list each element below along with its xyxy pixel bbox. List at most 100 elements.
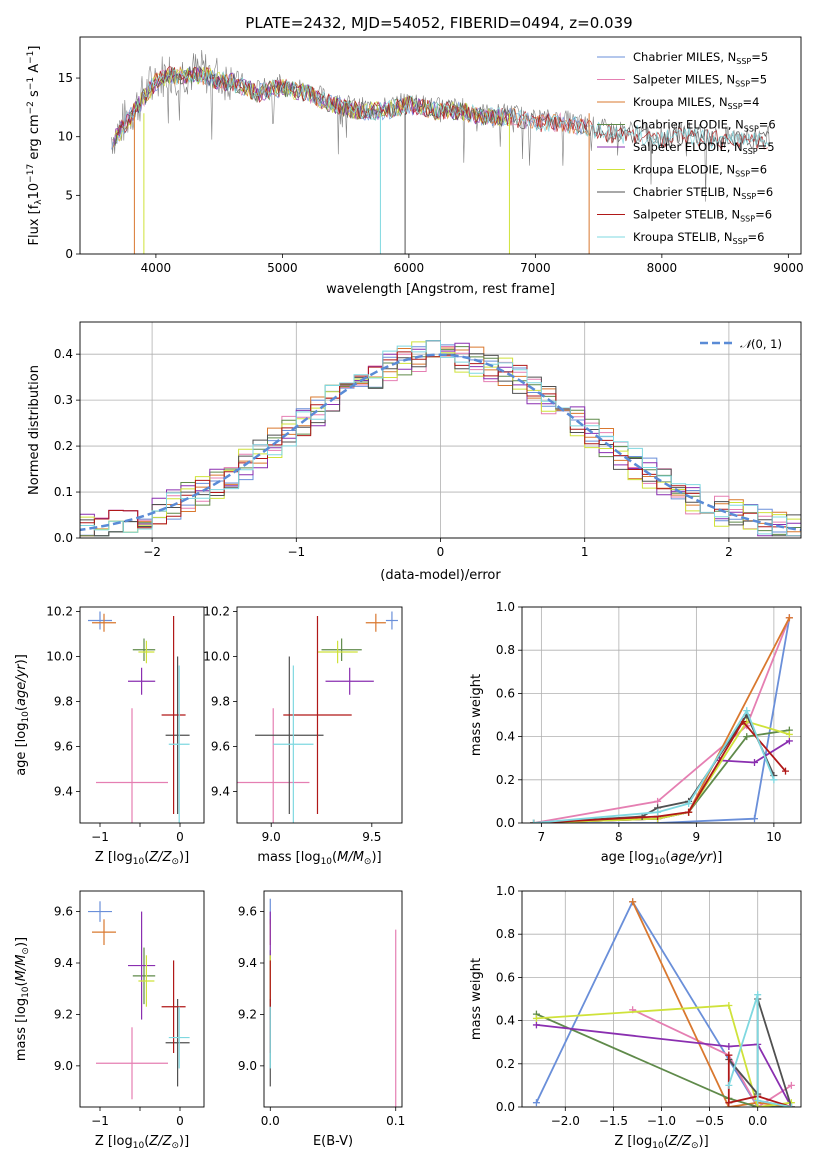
- weight-marker: [532, 1014, 540, 1022]
- weight_vs_Z-xtick-label: −2.0: [551, 1114, 580, 1128]
- residuals-xtick-label: −1: [287, 545, 305, 559]
- mass_vs_ebv-panel: 0.0 0.1 9.0 9.2 9.4 9.6 E(B-V): [238, 890, 405, 1149]
- weight_vs_age-ytick-label: 1.0: [496, 600, 515, 614]
- legend-label: Kroupa MILES, NSSP=4: [633, 95, 759, 111]
- age_vs_mass-xlabel: mass [log10(M/M⊙)]: [257, 850, 381, 867]
- spectrum-ylabel: Flux [fλ10−17 erg cm−2 s−1 A−1]: [26, 46, 44, 246]
- mass_vs_ebv-plot-area: [269, 898, 397, 1107]
- residuals-ytick-label: 0.1: [54, 485, 73, 499]
- age_vs_mass-panel: 9.0 9.5 9.4 9.6 9.8 10.0 10.2 mass [log10(M/M⊙)…: [203, 605, 403, 867]
- spectrum-model-line: [112, 66, 588, 148]
- weight_vs_Z-plot-area: [532, 898, 795, 1107]
- weight_vs_age-frame: [521, 606, 802, 824]
- mass_vs_ebv-xtick-label: 0.0: [261, 1114, 280, 1128]
- weight-marker: [725, 1043, 733, 1051]
- weight_vs_Z-ytick-label: 0.8: [496, 927, 515, 941]
- legend-label: Kroupa STELIB, NSSP=6: [633, 230, 764, 246]
- spectrum-model-line: [116, 68, 769, 149]
- residuals-ytick-label: 0.2: [54, 439, 73, 453]
- age_vs_Z-ytick-label: 9.4: [54, 785, 73, 799]
- weight_vs_Z-ytick-label: 0.2: [496, 1057, 515, 1071]
- mass_vs_Z-ytick-label: 9.0: [54, 1059, 73, 1073]
- mass_vs_Z-frame: [79, 890, 205, 1108]
- residuals-xtick-label: 2: [725, 545, 733, 559]
- weight_vs_age-xtick-label: 10: [766, 830, 781, 844]
- age_vs_mass-plot-area: [237, 611, 398, 823]
- weight_vs_Z-ylabel: mass weight: [469, 958, 484, 1040]
- residuals-plot-area: [80, 340, 801, 537]
- weight_vs_Z-ytick-label: 0.4: [496, 1014, 515, 1028]
- mass_vs_Z-xlabel: Z [log10(Z/Z⊙)]: [95, 1134, 189, 1151]
- mass_vs_Z-ytick-label: 9.4: [54, 956, 73, 970]
- age_vs_Z-xtick-label: 0: [176, 830, 184, 844]
- residuals-xlabel: (data-model)/error: [380, 568, 501, 583]
- age_vs_mass-ytick-label: 10.0: [203, 650, 230, 664]
- weight_vs_Z-ytick-label: 0.6: [496, 970, 515, 984]
- residuals-ytick-label: 0.3: [54, 393, 73, 407]
- age_vs_Z-plot-area: [88, 611, 190, 823]
- mass_vs_ebv-xtick-label: 0.1: [386, 1114, 405, 1128]
- legend-label: Salpeter MILES, NSSP=5: [633, 73, 767, 89]
- weight_vs_age-panel: 7 8 9 10 0.0 0.2 0.4 0.6 0.8 1.0 age [log10(age/yr…: [469, 600, 802, 867]
- weight-marker: [725, 1001, 733, 1009]
- weight-marker: [743, 733, 751, 741]
- weight-marker: [743, 707, 751, 715]
- mass_vs_ebv-xlabel: E(B-V): [313, 1134, 353, 1149]
- weight_vs_Z-xtick-label: 0.0: [748, 1114, 767, 1128]
- weight_vs_Z-xtick-label: −0.5: [695, 1114, 724, 1128]
- spectrum-frame: [79, 36, 802, 255]
- age_vs_Z-panel: −1 0 9.4 9.6 9.8 10.0 10.2 Z [log10(Z/Z⊙)] age […: [14, 605, 205, 867]
- residuals-xtick-label: 0: [437, 545, 445, 559]
- mass_vs_Z-plot-area: [88, 901, 190, 1100]
- residuals-xtick-label: 1: [581, 545, 589, 559]
- weight_vs_age-plot-area: [530, 614, 793, 823]
- spectrum-xtick-label: 5000: [267, 261, 298, 275]
- residual-histogram: [80, 340, 801, 537]
- weight_vs_age-ytick-label: 0.0: [496, 816, 515, 830]
- weight-marker: [785, 730, 793, 738]
- weight-line: [535, 899, 792, 1107]
- age_vs_Z-frame: [79, 606, 205, 824]
- spectrum-ytick-label: 15: [58, 71, 73, 85]
- weight_vs_age-ytick-label: 0.2: [496, 773, 515, 787]
- weight_vs_Z-ytick-label: 1.0: [496, 884, 515, 898]
- weight-marker: [725, 1081, 733, 1089]
- weight-marker: [751, 759, 758, 767]
- mass_vs_ebv-ytick-label: 9.6: [238, 905, 257, 919]
- mass_vs_ebv-frame: [263, 890, 403, 1108]
- weight-marker: [754, 1103, 762, 1107]
- weight_vs_Z-ytick-label: 0.0: [496, 1100, 515, 1114]
- mass_vs_Z-panel: −1 0 9.0 9.2 9.4 9.6 Z [log10(Z/Z⊙)] mass [log1…: [14, 890, 205, 1151]
- residuals-ylabel: Normed distribution: [27, 365, 42, 495]
- spectrum-xlabel: wavelength [Angstrom, rest frame]: [326, 282, 555, 297]
- weight_vs_Z-xtick-label: −1.5: [599, 1114, 628, 1128]
- weight-line: [536, 1004, 792, 1107]
- weight-marker: [532, 1021, 540, 1029]
- weight_vs_age-ytick-label: 0.4: [496, 730, 515, 744]
- weight-line: [632, 1008, 792, 1107]
- weight_vs_Z-panel: −2.0 −1.5 −1.0 −0.5 0.0 0.0 0.2 0.4 0.6 0.8 1.0 Z […: [469, 884, 802, 1151]
- age_vs_mass-ytick-label: 10.2: [203, 605, 230, 619]
- legend-label: 𝒩(0, 1): [740, 337, 782, 351]
- weight-marker: [754, 991, 762, 999]
- weight-marker: [725, 1099, 733, 1107]
- weight-marker: [725, 1051, 733, 1059]
- spectrum-model-line: [115, 66, 768, 151]
- age_vs_mass-xtick-label: 9.0: [262, 830, 281, 844]
- weight-marker: [785, 614, 793, 622]
- residuals-panel: −2 −1 0 1 2 0.0 0.1 0.2 0.3 0.4 (data-model)/error…: [27, 321, 802, 583]
- age_vs_Z-ytick-label: 9.6: [54, 740, 73, 754]
- weight_vs_Z-frame: [521, 890, 802, 1108]
- age_vs_Z-ytick-label: 10.2: [46, 605, 73, 619]
- spectrum-xtick-label: 6000: [394, 261, 425, 275]
- mass_vs_Z-ylabel: mass [log10(M/M⊙)]: [14, 937, 31, 1061]
- age_vs_mass-ytick-label: 9.8: [211, 695, 230, 709]
- age_vs_Z-ytick-label: 10.0: [46, 650, 73, 664]
- age_vs_Z-xlabel: Z [log10(Z/Z⊙)]: [95, 850, 189, 867]
- weight-line: [533, 729, 790, 823]
- mass_vs_ebv-ytick-label: 9.2: [238, 1007, 257, 1021]
- legend-label: Salpeter STELIB, NSSP=6: [633, 208, 772, 224]
- weight-line: [533, 617, 791, 823]
- spectrum-panel: 4000 5000 6000 7000 8000 9000 0 5 10 15 wavelength…: [26, 36, 804, 297]
